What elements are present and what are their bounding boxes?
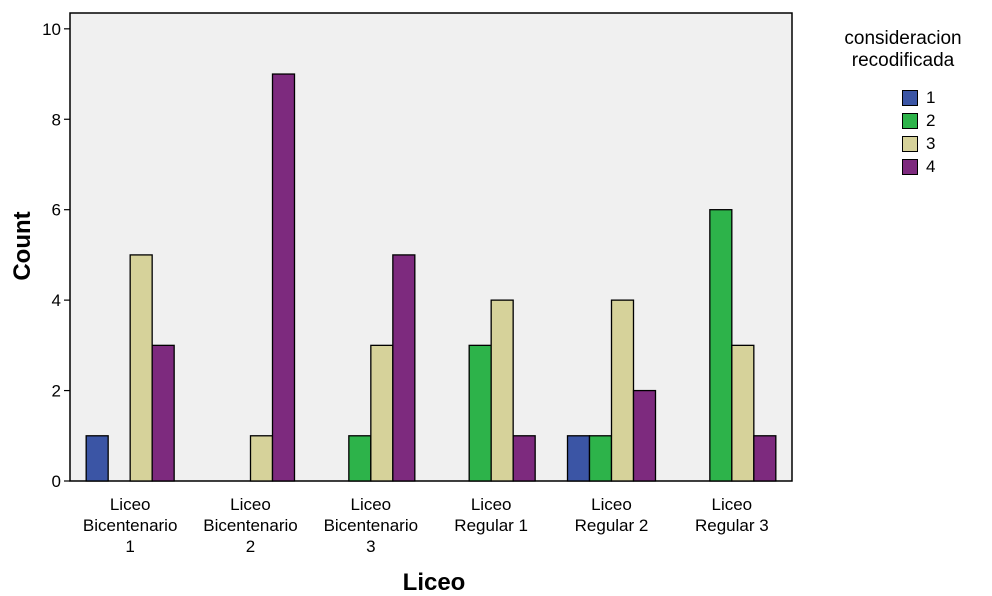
x-axis-title: Liceo <box>403 569 466 596</box>
x-tick-label: Liceo Regular 3 <box>695 495 769 535</box>
legend-title-line: recodificada <box>851 50 955 71</box>
bar-series-3 <box>610 299 635 482</box>
bar-series-2 <box>588 435 613 482</box>
y-tick-label: 6 <box>52 201 61 220</box>
x-tick-label: Liceo Bicentenario 1 <box>83 495 178 556</box>
legend-item-4: 4 <box>902 155 968 178</box>
x-tick-label: Liceo Regular 1 <box>454 495 528 535</box>
legend-swatch <box>902 158 918 175</box>
legend-title: consideracion recodificada <box>838 28 968 72</box>
bar-series-4 <box>753 435 777 482</box>
y-tick-label: 8 <box>52 110 61 129</box>
bar-series-3 <box>129 254 153 482</box>
legend-label: 1 <box>926 87 936 107</box>
bar-series-3 <box>370 344 394 482</box>
bar-series-4 <box>151 344 175 482</box>
y-tick-label: 4 <box>52 291 61 310</box>
legend-items: 1 2 3 4 <box>902 86 968 178</box>
bar-series-1 <box>85 435 109 482</box>
legend-item-1: 1 <box>902 86 968 109</box>
legend-label: 2 <box>926 110 936 130</box>
x-tick-label: Liceo Bicentenario 3 <box>324 495 419 556</box>
bar-series-2 <box>709 209 733 482</box>
x-tick-label: Liceo Regular 2 <box>575 495 649 535</box>
legend-title-line: consideracion <box>844 28 962 49</box>
legend-swatch <box>902 135 918 152</box>
bar-series-4 <box>632 389 657 482</box>
legend-label: 3 <box>926 133 936 153</box>
y-tick-label: 2 <box>52 382 61 401</box>
y-tick-label: 0 <box>52 472 61 491</box>
legend-item-3: 3 <box>902 132 968 155</box>
legend-swatch <box>902 112 918 129</box>
bar-series-2 <box>348 435 372 482</box>
bar-series-4 <box>271 73 296 482</box>
bar-series-2 <box>468 344 492 482</box>
x-tick-label: Liceo Bicentenario 2 <box>203 495 298 556</box>
bar-series-4 <box>512 435 536 482</box>
legend-swatch <box>902 89 918 106</box>
bar-series-4 <box>392 254 416 482</box>
legend-label: 4 <box>926 156 936 176</box>
bar-series-3 <box>249 435 274 482</box>
bar-series-3 <box>490 299 514 482</box>
bar-series-1 <box>566 435 591 482</box>
bar-series-3 <box>731 344 755 482</box>
y-axis-title: Count <box>9 211 36 280</box>
legend: consideracion recodificada 1 2 3 4 <box>838 28 968 178</box>
y-tick-label: 10 <box>42 20 61 39</box>
legend-item-2: 2 <box>902 109 968 132</box>
plot-area <box>69 12 793 482</box>
